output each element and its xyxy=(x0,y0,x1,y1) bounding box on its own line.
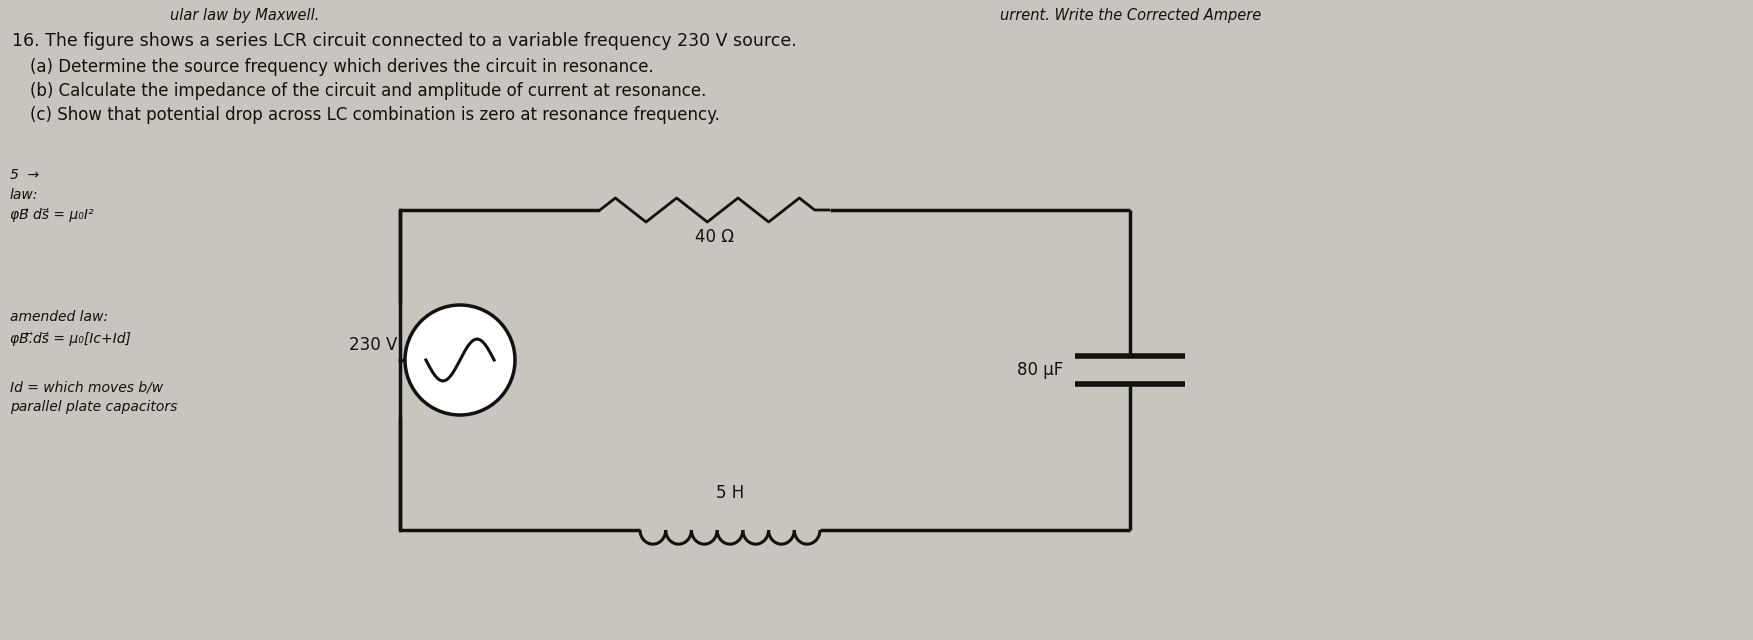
Text: 40 Ω: 40 Ω xyxy=(696,228,735,246)
Text: amended law:: amended law: xyxy=(11,310,109,324)
Text: Id = which moves b/w: Id = which moves b/w xyxy=(11,380,163,394)
Text: 80 μF: 80 μF xyxy=(1017,361,1062,379)
Text: 5 H: 5 H xyxy=(715,484,743,502)
Text: (c) Show that potential drop across LC combination is zero at resonance frequenc: (c) Show that potential drop across LC c… xyxy=(30,106,720,124)
Text: law:: law: xyxy=(11,188,39,202)
Text: 16. The figure shows a series LCR circuit connected to a variable frequency 230 : 16. The figure shows a series LCR circui… xyxy=(12,32,798,50)
Text: urrent. Write the Corrected Ampere: urrent. Write the Corrected Ampere xyxy=(999,8,1260,23)
Text: φB⃗.⃗ds⃗ = μ₀[Ic+Id]: φB⃗.⃗ds⃗ = μ₀[Ic+Id] xyxy=(11,332,131,346)
Text: φB⃗ ds⃗ = μ₀I²: φB⃗ ds⃗ = μ₀I² xyxy=(11,208,93,222)
Text: ular law by Maxwell.: ular law by Maxwell. xyxy=(170,8,319,23)
Text: (a) Determine the source frequency which derives the circuit in resonance.: (a) Determine the source frequency which… xyxy=(30,58,654,76)
Text: 230 V: 230 V xyxy=(349,336,396,354)
Text: parallel plate capacitors: parallel plate capacitors xyxy=(11,400,177,414)
Text: (b) Calculate the impedance of the circuit and amplitude of current at resonance: (b) Calculate the impedance of the circu… xyxy=(30,82,706,100)
Circle shape xyxy=(405,305,515,415)
Text: 5  →: 5 → xyxy=(11,168,39,182)
